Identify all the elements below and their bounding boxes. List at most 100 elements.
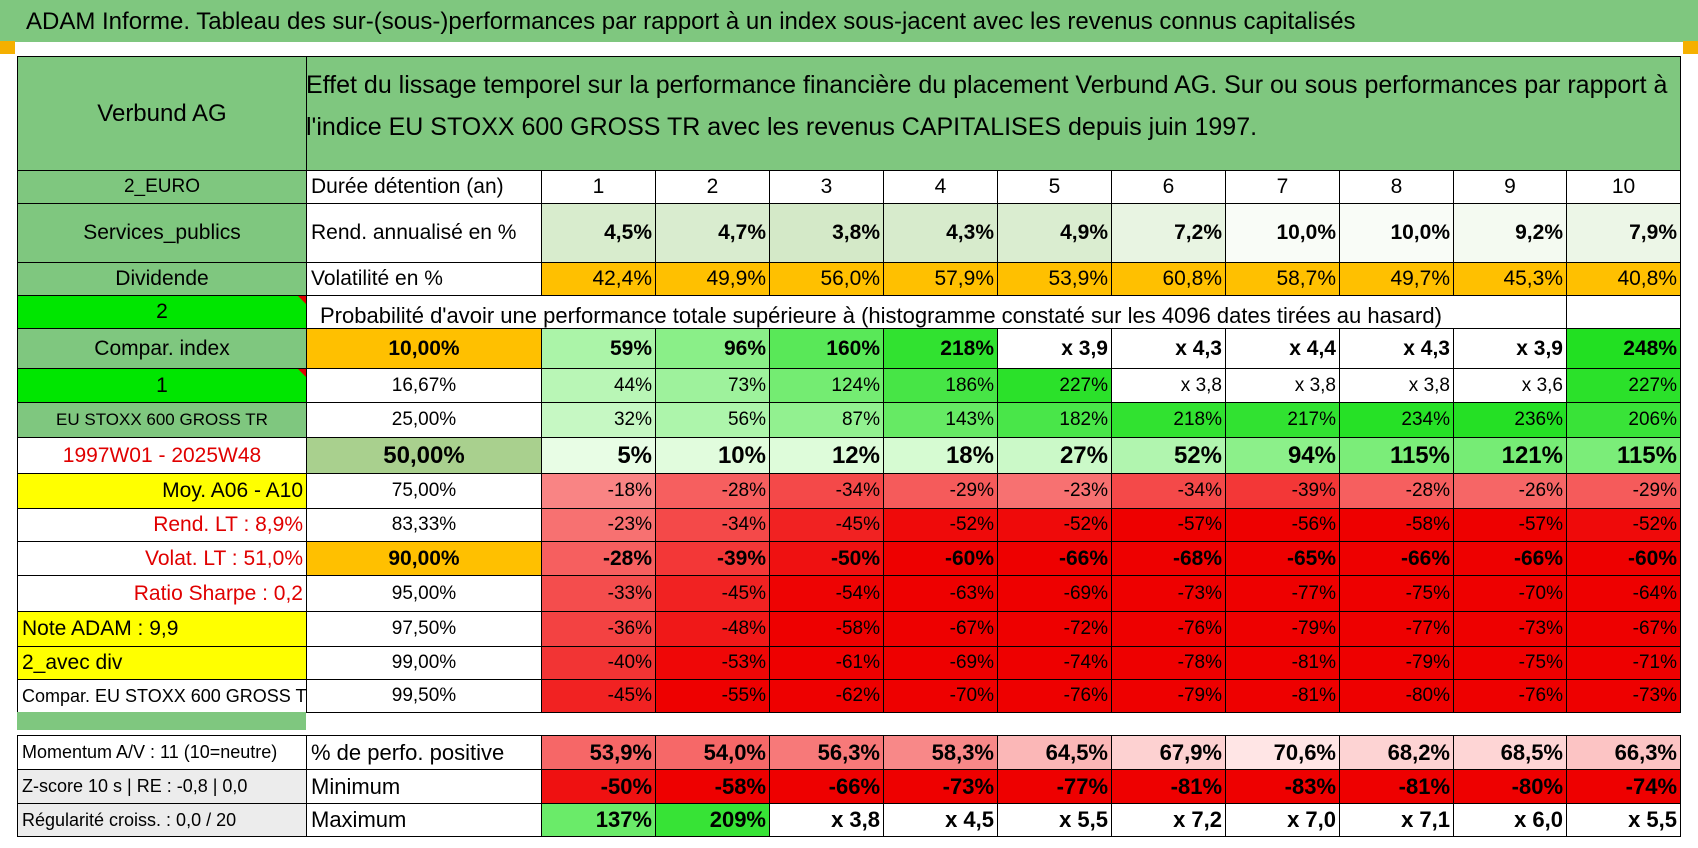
percentile-label: 90,00% [306,541,542,576]
performance-cell: 59% [541,328,656,369]
left-marker [0,41,15,54]
performance-cell: 227% [997,368,1112,403]
bottom-value: x 7,1 [1339,803,1454,837]
bottom-value: -50% [541,769,656,804]
performance-cell: -52% [997,508,1112,542]
performance-cell: -68% [1111,541,1226,576]
performance-cell: -77% [1225,575,1340,612]
description-text: Effet du lissage temporel sur la perform… [306,71,1668,141]
bottom-value: 68,2% [1339,735,1454,770]
volatility-value: 40,8% [1566,262,1681,296]
bottom-value: 67,9% [1111,735,1226,770]
bottom-value: -74% [1566,769,1681,804]
description-box [306,56,1681,171]
performance-cell: 18% [883,437,998,474]
performance-cell: 248% [1566,328,1681,369]
performance-cell: x 3,6 [1453,368,1567,403]
performance-cell: 27% [997,437,1112,474]
bottom-value: x 5,5 [997,803,1112,837]
performance-cell: 143% [883,402,998,438]
performance-cell: 218% [883,328,998,369]
percentile-label: 99,50% [306,679,542,713]
performance-cell: -28% [1339,473,1454,509]
currency: 2_EURO [17,170,307,204]
sharpe-ratio: Ratio Sharpe : 0,2 [17,575,307,612]
bottom-value: 53,9% [541,735,656,770]
annual-return-value: 9,2% [1453,203,1567,263]
performance-cell: -60% [883,541,998,576]
performance-cell: -79% [1225,611,1340,647]
percentile-label: 95,00% [306,575,542,612]
performance-cell: -52% [1566,508,1681,542]
bottom-value: -73% [883,769,998,804]
bottom-indicator: Momentum A/V : 11 (10=neutre) [17,735,307,770]
bottom-value: x 4,5 [883,803,998,837]
performance-cell: -54% [769,575,884,612]
year-header: 4 [883,170,998,204]
bottom-value: 64,5% [997,735,1112,770]
performance-cell: -50% [769,541,884,576]
performance-cell: 206% [1566,402,1681,438]
rend-lt: Rend. LT : 8,9% [17,508,307,542]
performance-cell: -78% [1111,646,1226,680]
performance-cell: 182% [997,402,1112,438]
performance-cell: -75% [1453,646,1567,680]
right-marker [1683,41,1698,54]
performance-cell: -72% [997,611,1112,647]
performance-cell: -56% [1225,508,1340,542]
annual-return-value: 4,7% [655,203,770,263]
performance-cell: -75% [1339,575,1454,612]
performance-cell: -45% [541,679,656,713]
probability-caption: Probabilité d'avoir une performance tota… [320,303,1442,328]
bottom-value: 54,0% [655,735,770,770]
performance-cell: x 3,9 [997,328,1112,369]
year-header: 9 [1453,170,1567,204]
compar-index-label: Compar. index [17,328,307,369]
year-header: 10 [1566,170,1681,204]
performance-cell: 94% [1225,437,1340,474]
performance-cell: -67% [1566,611,1681,647]
period: 1997W01 - 2025W48 [17,437,307,474]
performance-cell: 115% [1566,437,1681,474]
performance-cell: -34% [769,473,884,509]
percentile-label: 75,00% [306,473,542,509]
annual-return-value: 7,2% [1111,203,1226,263]
performance-cell: -48% [655,611,770,647]
company-name: Verbund AG [17,56,307,171]
performance-cell: -39% [1225,473,1340,509]
performance-cell: -73% [1453,611,1567,647]
performance-cell: x 4,3 [1339,328,1454,369]
bottom-value: x 3,8 [769,803,884,837]
performance-cell: -76% [997,679,1112,713]
performance-cell: -70% [883,679,998,713]
performance-cell: -81% [1225,646,1340,680]
performance-cell: 96% [655,328,770,369]
performance-cell: -65% [1225,541,1340,576]
performance-cell: -61% [769,646,884,680]
performance-cell: -60% [1566,541,1681,576]
performance-cell: -64% [1566,575,1681,612]
performance-cell: -79% [1339,646,1454,680]
performance-cell: -74% [997,646,1112,680]
year-header: 7 [1225,170,1340,204]
bottom-value: x 5,5 [1566,803,1681,837]
performance-cell: -73% [1111,575,1226,612]
volatility-value: 58,7% [1225,262,1340,296]
year-header: 1 [541,170,656,204]
performance-cell: 5% [541,437,656,474]
performance-cell: 121% [1453,437,1567,474]
bottom-value: -80% [1453,769,1567,804]
performance-cell: -66% [1453,541,1567,576]
percentile-label: 16,67% [306,368,542,403]
probability-row-end [1566,295,1681,329]
adam-score: Note ADAM : 9,9 [17,611,307,647]
performance-cell: -34% [655,508,770,542]
performance-cell: -66% [997,541,1112,576]
performance-cell: 218% [1111,402,1226,438]
performance-cell: 115% [1339,437,1454,474]
performance-cell: x 4,3 [1111,328,1226,369]
performance-cell: -62% [769,679,884,713]
volatility-label: Volatilité en % [306,262,542,296]
performance-cell: -57% [1111,508,1226,542]
performance-cell: x 3,8 [1339,368,1454,403]
